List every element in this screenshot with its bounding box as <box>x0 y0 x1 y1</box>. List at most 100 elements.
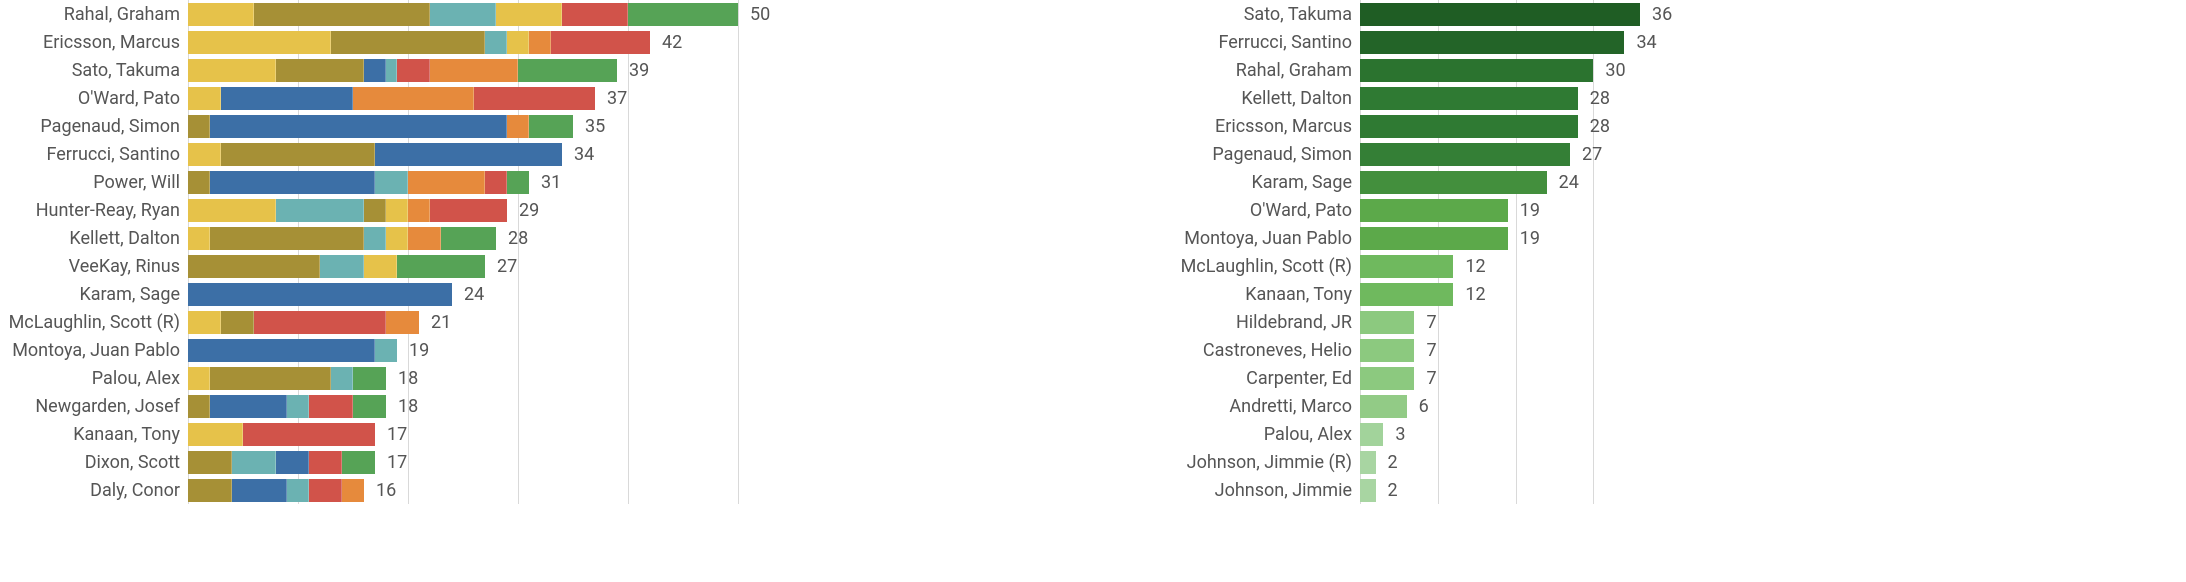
bar-segment <box>210 395 287 418</box>
bar-value: 7 <box>1426 308 1436 336</box>
bar-segment <box>408 171 485 194</box>
bar-segment <box>188 227 210 250</box>
bar <box>1360 367 1414 390</box>
row-label: Palou, Alex <box>800 424 1352 445</box>
bar-value: 21 <box>431 308 451 336</box>
bar-segment <box>441 227 496 250</box>
bar-segment <box>353 87 474 110</box>
bar-track: 37 <box>188 84 738 112</box>
bar-segment <box>188 283 452 306</box>
chart-row: Kanaan, Tony12 <box>1360 280 1640 308</box>
stacked-bar <box>188 479 364 502</box>
chart-row: Hildebrand, JR7 <box>1360 308 1640 336</box>
stacked-bar <box>188 451 375 474</box>
stacked-bar <box>188 59 617 82</box>
stacked-bar <box>188 283 452 306</box>
bar-track: 39 <box>188 56 738 84</box>
dashboard: Rahal, Graham50Ericsson, Marcus42Sato, T… <box>0 0 2186 582</box>
bar-segment <box>210 227 364 250</box>
bar <box>1360 227 1508 250</box>
chart-row: Rahal, Graham30 <box>1360 56 1640 84</box>
bar-value: 12 <box>1465 252 1485 280</box>
bar-track: 21 <box>188 308 738 336</box>
row-label: O'Ward, Pato <box>800 200 1352 221</box>
bar-segment <box>386 227 408 250</box>
gridline <box>738 0 739 504</box>
row-label: Sato, Takuma <box>800 4 1352 25</box>
bar-value: 18 <box>398 392 418 420</box>
chart-row: Ericsson, Marcus28 <box>1360 112 1640 140</box>
bar-segment <box>232 479 287 502</box>
bar <box>1360 283 1453 306</box>
bar-segment <box>188 143 221 166</box>
bar-segment <box>309 395 353 418</box>
bar <box>1360 451 1376 474</box>
row-label: Rahal, Graham <box>800 60 1352 81</box>
bar-segment <box>210 171 375 194</box>
chart-row: Dixon, Scott17 <box>188 448 738 476</box>
bar-segment <box>628 3 738 26</box>
chart-row: Palou, Alex3 <box>1360 420 1640 448</box>
bar-value: 12 <box>1465 280 1485 308</box>
stacked-bar <box>188 143 562 166</box>
bar-segment <box>507 31 529 54</box>
chart-row: McLaughlin, Scott (R)21 <box>188 308 738 336</box>
bar <box>1360 87 1578 110</box>
chart-row: Carpenter, Ed7 <box>1360 364 1640 392</box>
chart-plot: Sato, Takuma36Ferrucci, Santino34Rahal, … <box>1360 0 1640 504</box>
row-label: Karam, Sage <box>0 284 180 305</box>
bar-track: 7 <box>1360 336 1640 364</box>
bar <box>1360 479 1376 502</box>
chart-row: Karam, Sage24 <box>1360 168 1640 196</box>
bar-track: 29 <box>188 196 738 224</box>
bar-track: 2 <box>1360 448 1640 476</box>
row-label: McLaughlin, Scott (R) <box>0 312 180 333</box>
bar-segment <box>375 339 397 362</box>
chart-row: Ericsson, Marcus42 <box>188 28 738 56</box>
bar-value: 18 <box>398 364 418 392</box>
row-label: Rahal, Graham <box>0 4 180 25</box>
bar-segment <box>551 31 650 54</box>
row-label: Daly, Conor <box>0 480 180 501</box>
chart-row: Karam, Sage24 <box>188 280 738 308</box>
bar-track: 28 <box>1360 84 1640 112</box>
bar-value: 29 <box>519 196 539 224</box>
bar-track: 18 <box>188 392 738 420</box>
bar-value: 17 <box>387 420 407 448</box>
bar-segment <box>188 311 221 334</box>
bar-segment <box>364 59 386 82</box>
bar-segment <box>188 367 210 390</box>
bar-segment <box>397 59 430 82</box>
bar-track: 7 <box>1360 308 1640 336</box>
bar-segment <box>221 311 254 334</box>
stacked-bar <box>188 87 595 110</box>
bar-segment <box>408 227 441 250</box>
stacked-bar <box>188 311 419 334</box>
bar-value: 19 <box>1520 224 1540 252</box>
bar-value: 24 <box>464 280 484 308</box>
bar-segment <box>397 255 485 278</box>
bar-segment <box>353 367 386 390</box>
bar-value: 36 <box>1652 0 1672 28</box>
bar-segment <box>188 59 276 82</box>
row-label: Ferrucci, Santino <box>800 32 1352 53</box>
bar-segment <box>188 199 276 222</box>
bar-segment <box>232 451 276 474</box>
bar-segment <box>221 87 353 110</box>
bar-segment <box>188 339 375 362</box>
bar-segment <box>287 395 309 418</box>
bar-segment <box>507 115 529 138</box>
bar-segment <box>518 59 617 82</box>
row-label: Johnson, Jimmie (R) <box>800 452 1352 473</box>
bar-segment <box>309 451 342 474</box>
bar <box>1360 255 1453 278</box>
bar-segment <box>430 3 496 26</box>
simple-bar-chart: Sato, Takuma36Ferrucci, Santino34Rahal, … <box>800 0 2186 582</box>
chart-row: Power, Will31 <box>188 168 738 196</box>
stacked-bar-chart: Rahal, Graham50Ericsson, Marcus42Sato, T… <box>0 0 800 582</box>
bar-track: 35 <box>188 112 738 140</box>
row-label: Hunter-Reay, Ryan <box>0 200 180 221</box>
chart-row: Kanaan, Tony17 <box>188 420 738 448</box>
row-label: Newgarden, Josef <box>0 396 180 417</box>
chart-row: Montoya, Juan Pablo19 <box>188 336 738 364</box>
